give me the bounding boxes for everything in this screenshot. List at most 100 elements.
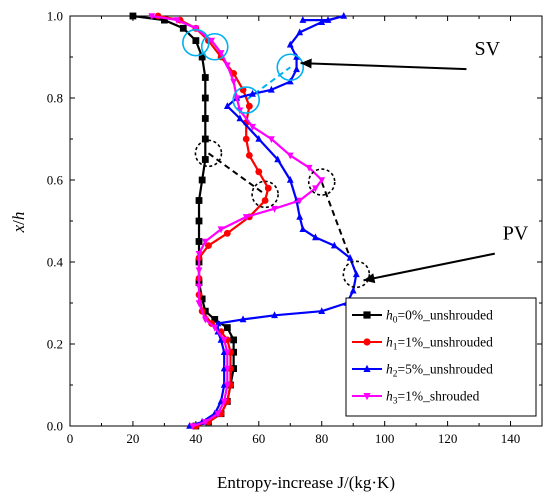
data-point: [245, 102, 253, 110]
data-point: [211, 324, 219, 332]
series-line: [132, 14, 235, 428]
legend-item-3: h3=1%_shrouded: [352, 389, 480, 407]
x-axis-ticks: 0 20 40 60 80 100 120 140: [67, 16, 521, 446]
data-point: [217, 226, 225, 234]
data-point: [286, 176, 294, 183]
data-point: [220, 337, 228, 344]
data-point: [245, 152, 253, 159]
data-point: [236, 114, 244, 122]
data-point: [352, 270, 360, 278]
data-point: [129, 12, 137, 20]
data-point: [255, 168, 263, 176]
data-point: [296, 212, 304, 220]
x-tick-label: 80: [315, 431, 328, 446]
data-point: [223, 382, 231, 389]
series-line: [157, 14, 270, 428]
data-point: [179, 24, 187, 32]
dashed-link: [207, 152, 266, 196]
data-point: [271, 205, 278, 213]
series-line: [151, 14, 323, 428]
data-point: [305, 164, 313, 172]
data-point: [318, 18, 326, 25]
series-line: [189, 14, 358, 428]
y-tick-label: 0.6: [47, 173, 64, 188]
data-point: [205, 242, 212, 250]
highlight-circle: [276, 53, 305, 82]
data-point: [267, 85, 275, 93]
data-point: [293, 65, 300, 73]
annotation-arrow-line: [300, 62, 467, 71]
highlight-circles: [182, 28, 371, 289]
data-point: [233, 95, 241, 102]
data-point: [211, 316, 219, 323]
data-point: [286, 152, 294, 160]
x-tick-label: 100: [375, 431, 395, 446]
y-tick-label: 0.2: [47, 337, 63, 352]
legend-swatch-marker: [363, 364, 371, 372]
annotation-arrowhead: [363, 273, 376, 284]
x-tick-label: 0: [67, 431, 74, 446]
data-point: [201, 156, 209, 163]
data-point: [201, 316, 209, 324]
annotation-label-sv: SV: [474, 38, 500, 60]
data-point: [223, 365, 231, 373]
y-tick-label: 0.8: [47, 91, 63, 106]
data-point: [242, 135, 250, 143]
y-tick-label: 0.4: [47, 255, 64, 270]
highlight-circle: [232, 86, 261, 114]
data-point: [201, 135, 209, 143]
data-point: [255, 135, 263, 142]
data-point: [261, 197, 269, 204]
data-point: [195, 251, 203, 258]
data-point: [340, 12, 348, 19]
legend-label: h3=1%_shrouded: [386, 389, 480, 407]
data-point: [201, 94, 209, 102]
data-point: [230, 78, 238, 86]
series-2: [186, 12, 360, 429]
data-point: [195, 217, 203, 225]
highlight-circle: [194, 139, 223, 168]
legend-label: h2=5%_unshrouded: [386, 362, 493, 380]
data-point: [192, 37, 200, 44]
data-point: [312, 233, 319, 241]
data-point: [349, 286, 357, 294]
legend-item-2: h2=5%_unshrouded: [352, 362, 493, 380]
dashed-link: [245, 66, 291, 101]
series-1: [154, 12, 272, 430]
x-tick-label: 140: [501, 431, 521, 446]
data-point: [214, 319, 222, 327]
x-tick-label: 40: [189, 431, 202, 446]
data-point: [330, 241, 338, 249]
data-point: [195, 238, 203, 245]
annotation-label-pv: PV: [503, 223, 529, 245]
legend-swatch-marker: [363, 311, 371, 319]
legend-swatch-marker: [363, 393, 371, 401]
legend-item-1: h1=1%_unshrouded: [352, 335, 493, 353]
data-point: [201, 74, 209, 81]
y-axis-ticks: 0.0 0.2 0.4 0.6 0.8 1.0: [47, 9, 542, 434]
highlight-circle: [251, 180, 279, 209]
x-tick-label: 120: [438, 431, 458, 446]
series-3: [148, 13, 326, 430]
data-point: [299, 225, 307, 232]
series-group: [129, 12, 360, 430]
data-point: [312, 185, 319, 193]
y-tick-label: 0.0: [47, 419, 63, 434]
highlight-circle: [200, 32, 229, 61]
data-point: [318, 307, 326, 314]
data-point: [195, 283, 203, 291]
data-point: [318, 177, 326, 184]
highlight-circle: [182, 28, 210, 57]
data-point: [217, 50, 225, 57]
data-point: [230, 336, 238, 344]
data-point: [223, 324, 231, 331]
data-point: [242, 214, 250, 221]
x-axis-label: Entropy-increase J/(kg·K): [217, 473, 395, 492]
x-tick-label: 20: [126, 431, 139, 446]
data-point: [324, 16, 332, 23]
data-point: [223, 229, 231, 237]
data-point: [201, 115, 209, 122]
data-point: [173, 17, 181, 25]
legend-label: h1=1%_unshrouded: [386, 335, 493, 353]
